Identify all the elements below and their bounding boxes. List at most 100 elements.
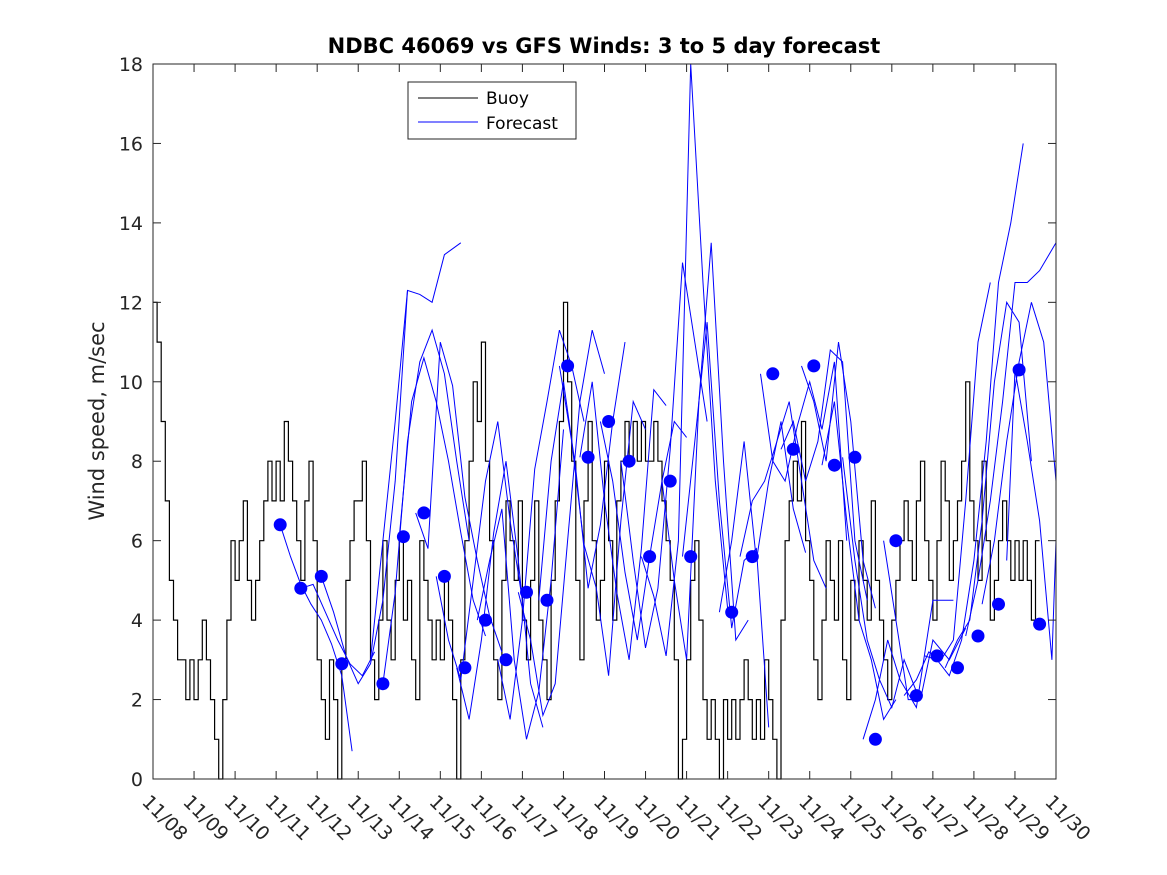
forecast-line [780,348,868,601]
y-axis-ticks: 0 2 4 6 8 10 12 14 16 18 [119,54,1056,791]
forecast-marker [294,581,308,595]
x-tick-label: 11/26 [876,791,930,845]
legend-buoy-label: Buoy [486,89,529,109]
x-tick-label: 11/24 [794,791,848,845]
forecast-line [821,401,897,721]
chart-title: NDBC 46069 vs GFS Winds: 3 to 5 day fore… [328,34,881,58]
x-tick-label: 11/16 [466,791,520,845]
y-tick-label: 18 [119,54,143,76]
forecast-marker-layer [273,359,1047,746]
x-tick-label: 11/22 [712,791,766,845]
buoy-line [153,301,1040,780]
x-tick-label: 11/09 [178,791,232,845]
forecast-line [739,401,827,589]
y-tick-label: 8 [131,451,143,473]
x-tick-label: 11/21 [671,791,725,845]
forecast-marker [807,359,821,373]
forecast-line [801,342,876,609]
forecast-line [435,421,523,680]
forecast-line [558,365,646,676]
y-tick-label: 14 [119,213,143,235]
forecast-marker [417,506,431,520]
x-tick-label: 11/13 [343,791,397,845]
forecast-line [640,63,729,657]
forecast-line [456,461,544,728]
forecast-line [579,381,667,660]
forecast-marker [992,597,1005,611]
forecast-marker [848,450,862,464]
forecast-line [398,356,486,637]
forecast-marker [622,454,636,468]
forecast-line [370,242,462,660]
forecast-line [718,421,807,613]
forecast-marker [951,661,964,675]
legend: Buoy Forecast [407,81,577,140]
forecast-marker [602,415,616,428]
forecast-marker [499,653,513,667]
y-tick-label: 4 [131,610,143,632]
forecast-marker [1033,617,1047,631]
forecast-line [944,300,1032,669]
x-tick-label: 11/18 [548,791,602,845]
y-tick-label: 10 [119,372,143,394]
forecast-line [903,282,991,696]
x-tick-label: 11/10 [220,791,274,845]
forecast-marker [561,359,575,373]
y-tick-label: 2 [131,690,143,712]
x-tick-label: 11/11 [261,791,315,845]
forecast-line [1006,369,1057,660]
forecast-marker [827,458,841,472]
forecast-line [279,524,353,752]
buoy-series-layer [153,301,1040,780]
forecast-marker [868,732,882,746]
forecast-marker [314,569,328,583]
forecast-marker [581,450,595,464]
forecast-marker [745,550,759,564]
y-tick-label: 0 [131,769,143,791]
x-tick-label: 11/12 [302,791,356,845]
forecast-marker [684,550,698,564]
x-tick-label: 11/14 [384,791,438,845]
x-tick-label: 11/20 [630,791,684,845]
x-tick-label: 11/30 [1040,791,1094,845]
forecast-line [320,290,408,685]
y-tick-label: 6 [131,531,143,553]
forecast-marker [540,593,554,607]
forecast-marker [273,518,287,532]
forecast-marker [766,367,780,381]
x-tick-label: 11/17 [507,791,561,845]
forecast-marker [786,442,800,456]
x-tick-label: 11/29 [999,791,1053,845]
forecast-marker [520,585,533,599]
y-tick-label: 12 [119,292,143,314]
forecast-line [517,329,605,718]
forecast-marker [971,629,985,643]
forecast-line [965,242,1057,637]
legend-box [407,81,577,140]
forecast-line [599,420,687,641]
y-axis-label: Wind speed, m/sec [85,321,109,520]
forecast-marker [889,534,903,548]
forecast-marker [725,605,739,619]
forecast-marker [458,661,472,675]
x-tick-label: 11/08 [137,791,191,845]
x-tick-label: 11/15 [425,791,479,845]
forecast-line [382,328,470,684]
forecast-marker [930,649,944,663]
forecast-marker [479,613,492,627]
forecast-marker [437,569,451,583]
x-tick-label: 11/19 [589,791,643,845]
forecast-line [981,302,1057,605]
forecast-line [300,583,376,677]
x-tick-label: 11/28 [958,791,1012,845]
x-tick-label: 11/25 [835,791,889,845]
forecast-line [620,262,708,649]
forecast-marker [376,677,390,691]
forecast-line [862,599,954,740]
forecast-marker [396,530,410,544]
legend-forecast-label: Forecast [486,114,558,134]
forecast-marker [335,657,349,671]
forecast-line [924,143,1024,677]
forecast-marker [1012,363,1026,377]
